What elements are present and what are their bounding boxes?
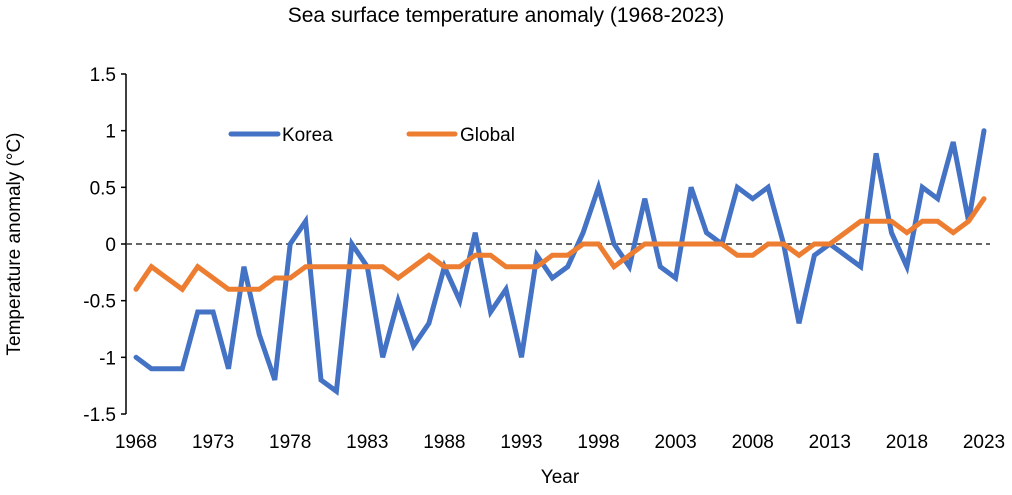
x-tick-label: 2023 <box>963 432 1005 453</box>
series-group <box>136 131 984 392</box>
y-tick-label: -0.5 <box>83 292 116 313</box>
legend-label-korea: Korea <box>282 125 333 146</box>
legend: Korea Global <box>231 125 515 146</box>
y-axis-label: Temperature anomaly (°C) <box>4 132 25 355</box>
x-tick-label: 1988 <box>423 432 465 453</box>
x-ticks: 1968 1973 1978 1983 1988 1993 1998 2003 2008 2013… <box>115 432 1005 453</box>
series-line-korea <box>136 131 984 392</box>
x-tick-label: 1998 <box>577 432 619 453</box>
y-ticks: 1.5 1 0.5 0 -0.5 -1 -1.5 <box>83 65 126 426</box>
y-tick-label: 0 <box>105 235 116 256</box>
x-tick-label: 1973 <box>192 432 234 453</box>
x-tick-label: 2018 <box>886 432 928 453</box>
y-tick-label: 1.5 <box>90 65 116 86</box>
y-tick-label: -1.5 <box>83 405 116 426</box>
x-tick-label: 2003 <box>654 432 696 453</box>
legend-item-global: Global <box>409 125 515 146</box>
chart-title: Sea surface temperature anomaly (1968-20… <box>288 4 725 27</box>
legend-label-global: Global <box>460 125 515 146</box>
x-tick-label: 1983 <box>346 432 388 453</box>
x-tick-label: 1978 <box>269 432 311 453</box>
x-tick-label: 1993 <box>500 432 542 453</box>
x-tick-label: 2013 <box>809 432 851 453</box>
y-tick-label: 1 <box>105 122 116 143</box>
x-tick-label: 2008 <box>732 432 774 453</box>
y-tick-label: 0.5 <box>90 178 116 199</box>
x-tick-label: 1968 <box>115 432 157 453</box>
y-tick-label: -1 <box>99 348 116 369</box>
x-axis-label: Year <box>541 467 580 488</box>
legend-item-korea: Korea <box>231 125 333 146</box>
